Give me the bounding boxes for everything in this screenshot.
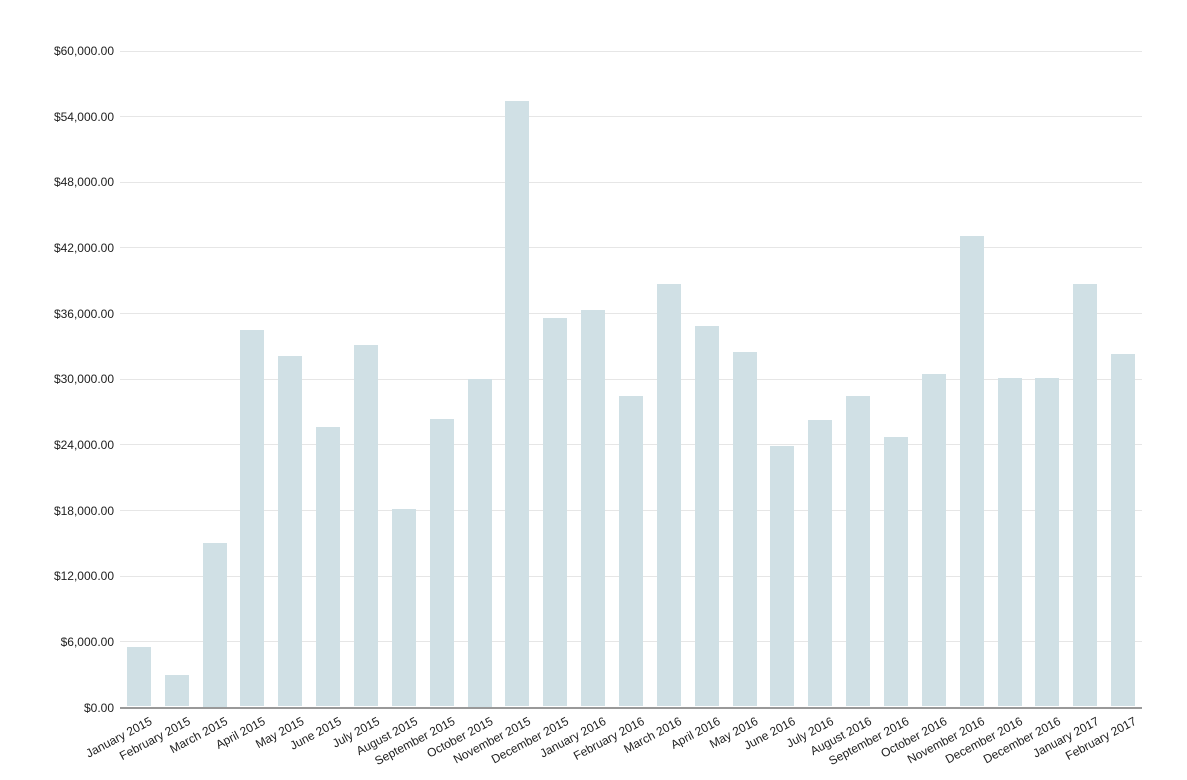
gridline — [120, 378, 1142, 380]
bar — [732, 351, 757, 707]
bar — [391, 509, 416, 707]
x-axis-line — [120, 706, 1142, 709]
y-tick-label: $54,000.00 — [53, 109, 114, 124]
bar — [505, 101, 530, 707]
bar — [543, 317, 568, 707]
bar — [883, 437, 908, 707]
y-tick-label: $6,000.00 — [60, 634, 114, 649]
y-tick-label: $48,000.00 — [53, 175, 114, 190]
bar — [846, 395, 871, 707]
bar — [1073, 284, 1098, 707]
bar — [467, 379, 492, 707]
bar — [921, 373, 946, 707]
bar — [619, 395, 643, 707]
y-tick-label: $30,000.00 — [53, 372, 114, 387]
gridline — [120, 116, 1142, 118]
bar — [656, 284, 681, 707]
bar — [126, 647, 151, 707]
y-tick-label: $12,000.00 — [53, 569, 114, 584]
y-tick-label: $0.00 — [83, 700, 114, 715]
gridline — [120, 181, 1142, 183]
gridline — [120, 313, 1142, 315]
bar — [316, 427, 341, 707]
bar — [1111, 354, 1136, 707]
bar — [278, 356, 303, 707]
y-tick-label: $36,000.00 — [53, 306, 114, 321]
bar — [581, 310, 606, 707]
bar — [694, 325, 719, 707]
bar — [770, 445, 795, 707]
bar — [429, 418, 454, 707]
bar — [202, 543, 227, 707]
bar — [997, 378, 1022, 707]
y-tick-label: $60,000.00 — [53, 44, 114, 58]
bar — [808, 419, 833, 707]
gridline — [120, 50, 1142, 52]
gridline — [120, 247, 1142, 249]
bar — [1035, 378, 1060, 707]
y-tick-label: $18,000.00 — [53, 503, 114, 518]
bar — [354, 345, 379, 707]
bar — [164, 674, 189, 707]
bar — [959, 235, 984, 707]
bar — [240, 330, 265, 707]
y-tick-label: $24,000.00 — [53, 437, 114, 452]
y-tick-label: $42,000.00 — [53, 240, 114, 255]
